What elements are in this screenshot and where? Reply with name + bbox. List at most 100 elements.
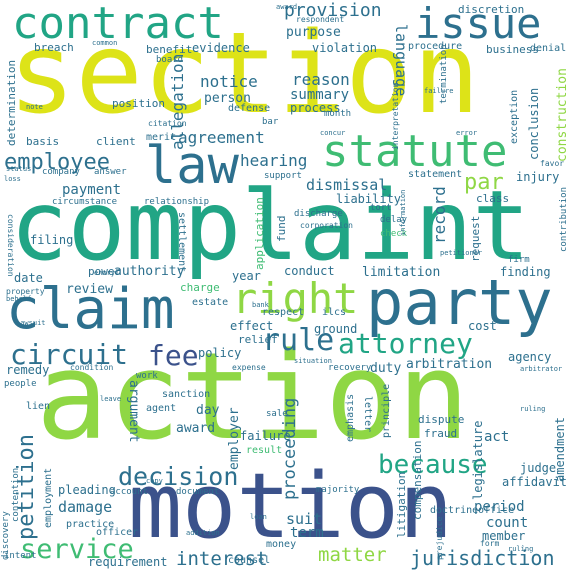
word-statute: statute (322, 126, 508, 177)
word-money: money (266, 539, 297, 550)
word-award2: award (276, 3, 298, 11)
word-addition: addition (186, 529, 220, 537)
word-determination: determination (5, 59, 18, 146)
word-charge: charge (180, 281, 220, 294)
word-pleading: pleading (58, 483, 116, 497)
word-settlement: settlement (176, 212, 187, 273)
word-day: day (196, 403, 220, 418)
word-loss: loss (4, 175, 21, 183)
word-client: client (96, 135, 136, 148)
word-favor: favor (540, 159, 565, 168)
word-cost: cost (468, 319, 497, 333)
word-action: action (36, 328, 470, 467)
word-form: form (480, 539, 500, 548)
word-basis: basis (26, 135, 60, 148)
word-arbitration: arbitration (406, 357, 493, 372)
word-liability: liability (336, 192, 402, 206)
word-limitation: limitation (362, 265, 441, 280)
word-error: error (456, 129, 478, 137)
word-employee: employee (4, 150, 110, 175)
word-agreement: agreement (178, 128, 265, 147)
word-argument: argument (126, 380, 141, 443)
word-agency: agency (508, 350, 552, 364)
word-application: application (253, 197, 266, 270)
word-policy: policy (198, 346, 242, 360)
word-fund: fund (275, 215, 288, 243)
word-notice: notice (200, 72, 258, 91)
word-conclusion: conclusion (527, 87, 541, 160)
word-contention: contention (11, 467, 21, 522)
word-finding: finding (500, 265, 551, 279)
word-copy: copy (146, 477, 163, 485)
word-attorney: attorney (338, 327, 473, 360)
word-person: person (204, 91, 251, 106)
word-letter: letter (362, 396, 373, 433)
word-law: law (145, 136, 239, 196)
word-motion: motion (128, 454, 454, 559)
word-ruling: ruling (520, 405, 546, 413)
word-matter: matter (318, 544, 387, 566)
word-judge: judge (520, 461, 557, 475)
word-denial: denial (530, 43, 567, 54)
word-act: act (484, 429, 510, 445)
word-payment: payment (62, 182, 122, 198)
word-year: year (232, 269, 261, 283)
word-result: result (246, 445, 283, 456)
word-doctrine: doctrine (430, 505, 479, 516)
word-claim: claim (6, 277, 175, 342)
word-firm: firm (508, 255, 530, 265)
word-par: par (464, 170, 504, 195)
word-ruling2: rulîng (508, 545, 534, 553)
word-section: section (8, 9, 481, 139)
word-defense: defense (228, 103, 271, 114)
word-concur: concur (320, 129, 346, 137)
word-majority: majority (316, 485, 360, 495)
word-affidavit: affidavit (502, 475, 568, 489)
word-document: document (176, 487, 220, 497)
word-company: company (42, 167, 80, 177)
word-bar: bar (262, 117, 279, 127)
word-relationship: relationship (144, 197, 210, 207)
word-circumstance: circumstance (52, 197, 118, 207)
word-reason: reason (292, 70, 350, 89)
word-prejudice: prejudice (435, 516, 444, 560)
word-property: property (6, 287, 45, 296)
word-award: award (176, 421, 216, 436)
word-work: work (136, 371, 158, 381)
word-construction: construction (555, 68, 570, 162)
word-member: member (482, 529, 526, 543)
word-failure2: failure (424, 87, 454, 95)
word-failure: failure (240, 429, 291, 443)
word-consideration: consideration (6, 214, 15, 277)
word-tort: tort (370, 203, 392, 213)
word-service: service (20, 534, 134, 565)
word-record: record (430, 186, 449, 244)
word-contribution: contribution (559, 186, 569, 252)
word-purpose: purpose (286, 25, 341, 40)
word-information: information (399, 189, 407, 236)
word-hearing: hearing (240, 151, 308, 170)
word-intent: intent (4, 551, 37, 561)
word-employment: employment (43, 467, 54, 528)
word-status: status (6, 165, 32, 173)
word-dispute: dispute (418, 413, 465, 426)
word-party: party (366, 266, 553, 339)
word-process: process (290, 101, 341, 115)
word-suit: suit (286, 510, 323, 528)
word-people: people (4, 379, 37, 389)
word-violation: violation (312, 41, 378, 55)
word-because: because (378, 450, 488, 480)
word-counsel: counsel (228, 555, 271, 566)
word-delay: delay (380, 215, 408, 225)
word-sale: sale (266, 409, 288, 419)
word-board: board (156, 55, 184, 65)
word-summary: summary (290, 87, 350, 103)
word-recovery: recovery (328, 363, 372, 373)
word-fraud: fraud (424, 427, 458, 440)
word-termination: termination (439, 44, 449, 104)
word-procedure: procedure (408, 41, 463, 52)
word-evidence: evidence (192, 41, 250, 55)
word-circuit: circuit (10, 338, 129, 371)
word-ground: ground (314, 322, 358, 336)
word-respect: respect (262, 307, 305, 318)
